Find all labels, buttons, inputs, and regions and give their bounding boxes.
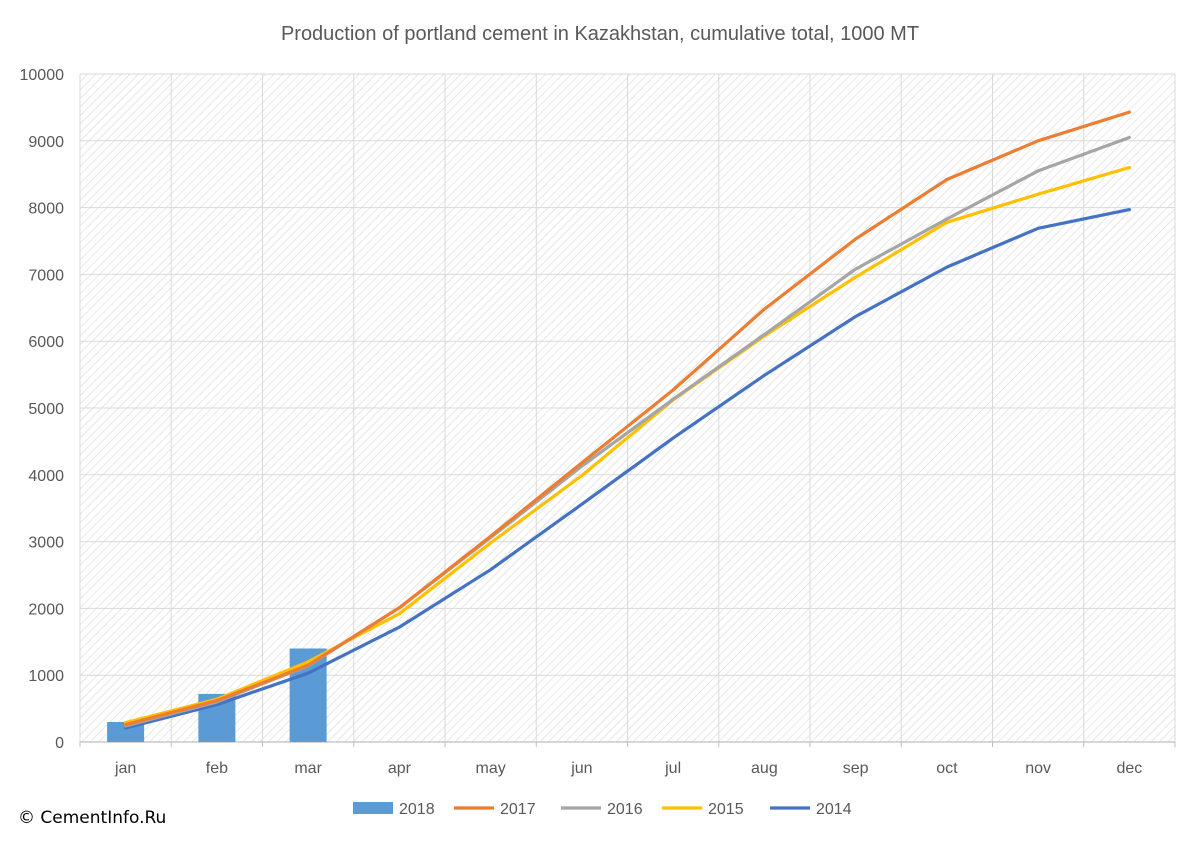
x-tick-label: jul [664,760,681,777]
y-tick-label: 5000 [28,401,64,418]
x-tick-label: feb [206,760,228,777]
legend-label-2014: 2014 [816,801,852,818]
legend-label-2018: 2018 [399,801,435,818]
x-tick-label: may [476,760,506,777]
legend-swatch-2018 [353,802,393,814]
line-series-2015 [123,165,1132,725]
y-tick-label: 1000 [28,668,64,685]
x-tick-label: aug [751,760,778,777]
legend-label-2017: 2017 [500,801,536,818]
x-tick-label: mar [294,760,322,777]
line-series-2017 [123,110,1132,727]
chart-title: Production of portland cement in Kazakhs… [281,23,919,45]
legend-label-2015: 2015 [708,801,744,818]
gridlines [79,73,1176,743]
x-axis-tick-labels: jan feb mar apr may jun jul aug sep oct nov dec [79,742,1176,777]
x-tick-label: oct [936,760,958,777]
y-tick-label: 8000 [28,201,64,218]
y-tick-label: 7000 [28,267,64,284]
legend: 2018 2017 2016 2015 2014 [353,801,852,818]
legend-label-2016: 2016 [607,801,643,818]
x-tick-label: apr [388,760,412,777]
y-tick-label: 6000 [28,334,64,351]
y-tick-label: 4000 [28,468,64,485]
copyright-text: © CementInfo.Ru [18,808,167,828]
y-tick-label: 0 [55,735,64,752]
x-tick-label: nov [1025,760,1051,777]
x-tick-label: jan [114,760,136,777]
y-axis-tick-labels: 0 1000 2000 3000 4000 5000 6000 7000 8000 9000 100… [20,67,65,752]
line-series-2014 [123,208,1132,730]
y-tick-label: 9000 [28,134,64,151]
x-tick-label: sep [843,760,869,777]
line-series [123,110,1132,730]
y-tick-label: 10000 [20,67,65,84]
x-tick-label: dec [1116,760,1142,777]
y-tick-label: 3000 [28,535,64,552]
y-tick-label: 2000 [28,601,64,618]
x-tick-label: jun [570,760,592,777]
